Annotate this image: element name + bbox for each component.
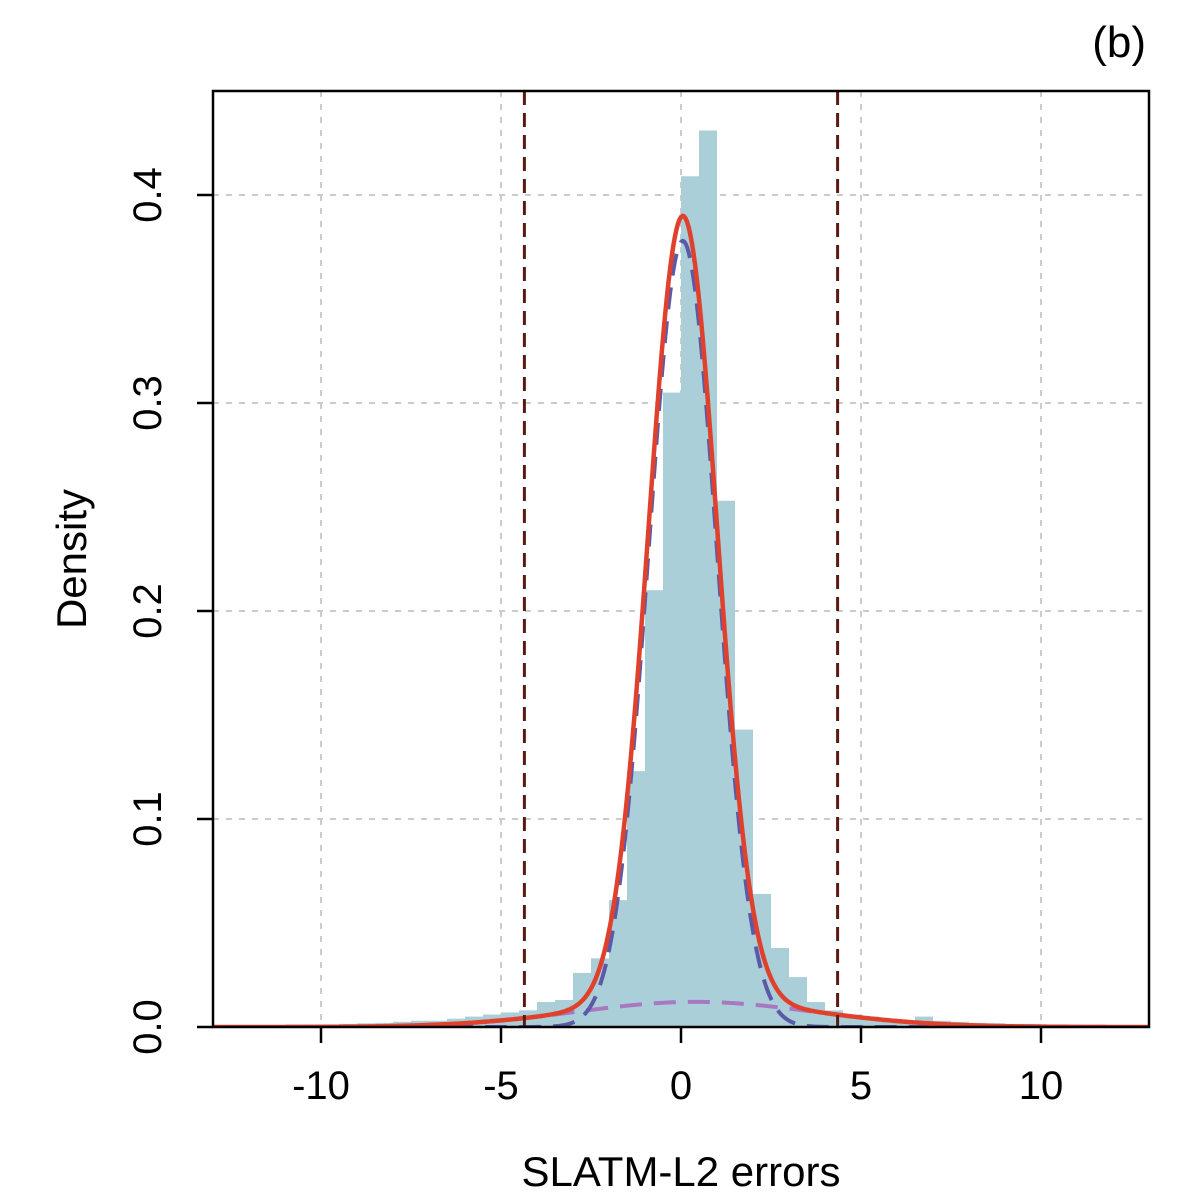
- threshold-lines: [522, 91, 840, 1027]
- x-axis-label: SLATM-L2 errors: [522, 1148, 841, 1195]
- histogram-bars: [213, 130, 1131, 1027]
- y-axis-label: Density: [48, 489, 95, 629]
- y-tick-label: 0.3: [126, 375, 170, 431]
- x-tick-label: 5: [850, 1064, 872, 1108]
- histogram-bar: [879, 1018, 897, 1027]
- histogram-bar: [807, 1002, 825, 1027]
- histogram-bar: [663, 392, 681, 1027]
- panel-label: (b): [1092, 18, 1146, 67]
- histogram-bar: [789, 977, 807, 1027]
- histogram-bar: [645, 590, 663, 1027]
- histogram-bar: [861, 1016, 879, 1027]
- core-component-curve: [213, 238, 1149, 1027]
- y-tick-label: 0.0: [126, 999, 170, 1055]
- x-axis: -10 -5 0 5 10: [292, 1027, 1063, 1108]
- histogram-bar: [717, 500, 735, 1027]
- histogram-bar: [627, 771, 645, 1027]
- histogram-bar: [699, 130, 717, 1027]
- y-axis: 0.0 0.1 0.2 0.3 0.4: [126, 167, 213, 1055]
- y-tick-label: 0.1: [126, 791, 170, 847]
- x-tick-label: 10: [1019, 1064, 1064, 1108]
- x-tick-label: -5: [483, 1064, 519, 1108]
- x-tick-label: -10: [292, 1064, 350, 1108]
- y-tick-label: 0.4: [126, 167, 170, 223]
- histogram-bar: [681, 176, 699, 1027]
- y-tick-label: 0.2: [126, 583, 170, 639]
- x-tick-label: 0: [670, 1064, 692, 1108]
